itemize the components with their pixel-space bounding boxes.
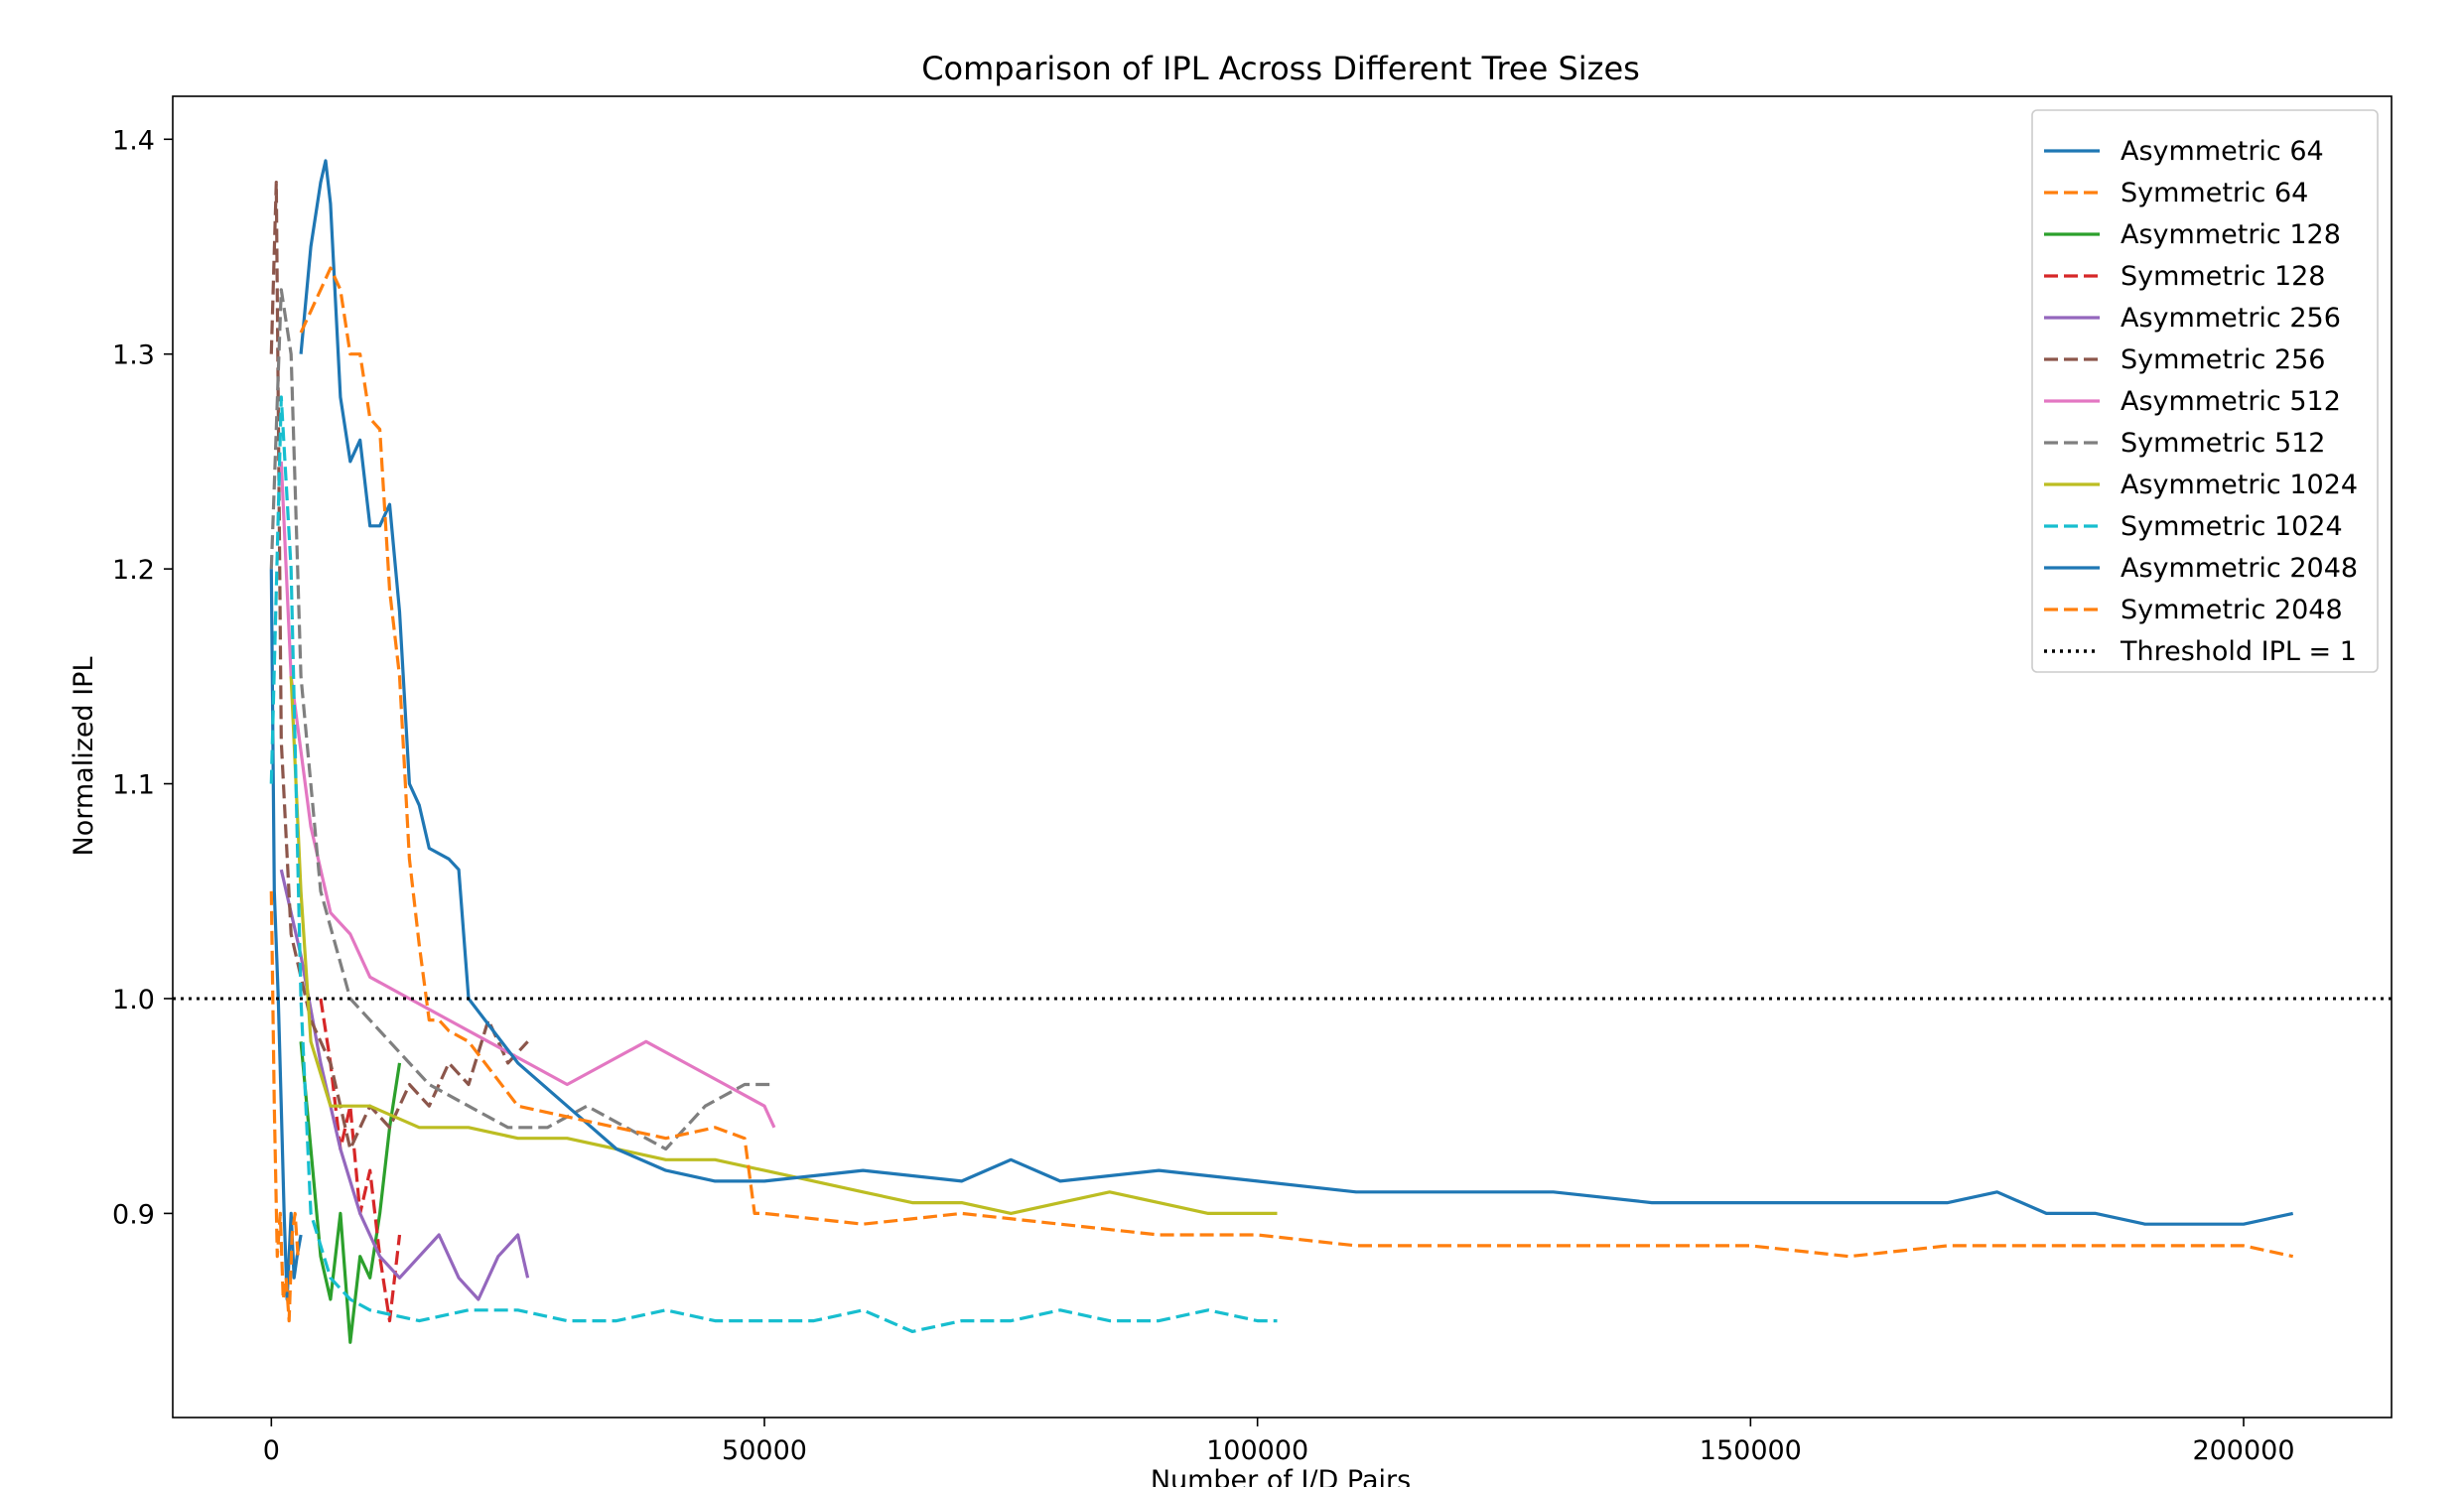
x-tick-label: 100000 (1206, 1435, 1308, 1466)
series-line-2 (269, 890, 300, 1323)
legend-label: Asymmetric 512 (2121, 386, 2341, 417)
series-line-3 (299, 1041, 402, 1344)
legend-label: Asymmetric 64 (2121, 136, 2324, 167)
series-layer (269, 159, 2294, 1344)
x-tick-label: 150000 (1700, 1435, 1802, 1466)
series-line-9 (289, 676, 1278, 1216)
x-tick-label: 50000 (722, 1435, 807, 1466)
legend-label: Asymmetric 2048 (2121, 553, 2358, 584)
x-tick-label: 0 (263, 1435, 280, 1466)
legend-box (2031, 109, 2379, 673)
x-axis: 0 50000 100000 150000 200000 (263, 1418, 2295, 1466)
y-axis-title: Normalized IPL (68, 657, 99, 857)
y-tick-label: 1.0 (112, 985, 155, 1015)
y-tick-label: 1.2 (112, 555, 155, 586)
legend-label: Symmetric 1024 (2121, 511, 2343, 542)
series-line-1 (269, 569, 303, 1301)
legend-label: Asymmetric 1024 (2121, 470, 2358, 500)
x-tick-label: 200000 (2192, 1435, 2294, 1466)
series-line-5 (279, 869, 530, 1301)
legend-label: Asymmetric 256 (2121, 303, 2341, 334)
plot-frame (172, 95, 2393, 1419)
legend-label: Symmetric 64 (2121, 178, 2308, 208)
y-tick-label: 1.3 (112, 340, 155, 371)
series-line-11 (299, 159, 2294, 1226)
legend-label: Threshold IPL = 1 (2120, 636, 2357, 667)
legend-label: Symmetric 512 (2121, 428, 2325, 459)
chart-title: Comparison of IPL Across Different Tree … (921, 50, 1640, 87)
x-axis-title: Number of I/D Pairs (1151, 1465, 1411, 1487)
y-tick-label: 0.9 (112, 1199, 155, 1230)
y-tick-label: 1.1 (112, 770, 155, 801)
y-axis: 0.9 1.0 1.1 1.2 1.3 1.4 (112, 125, 173, 1230)
legend-label: Symmetric 256 (2121, 344, 2325, 375)
legend-label: Symmetric 2048 (2121, 595, 2343, 625)
legend-label: Asymmetric 128 (2121, 219, 2341, 250)
series-line-7 (279, 461, 776, 1129)
legend-label: Symmetric 128 (2121, 261, 2325, 292)
legend: Asymmetric 64 Symmetric 64 Asymmetric 128 S… (2031, 109, 2379, 673)
series-line-12 (299, 266, 2294, 1259)
y-tick-label: 1.4 (112, 125, 155, 156)
